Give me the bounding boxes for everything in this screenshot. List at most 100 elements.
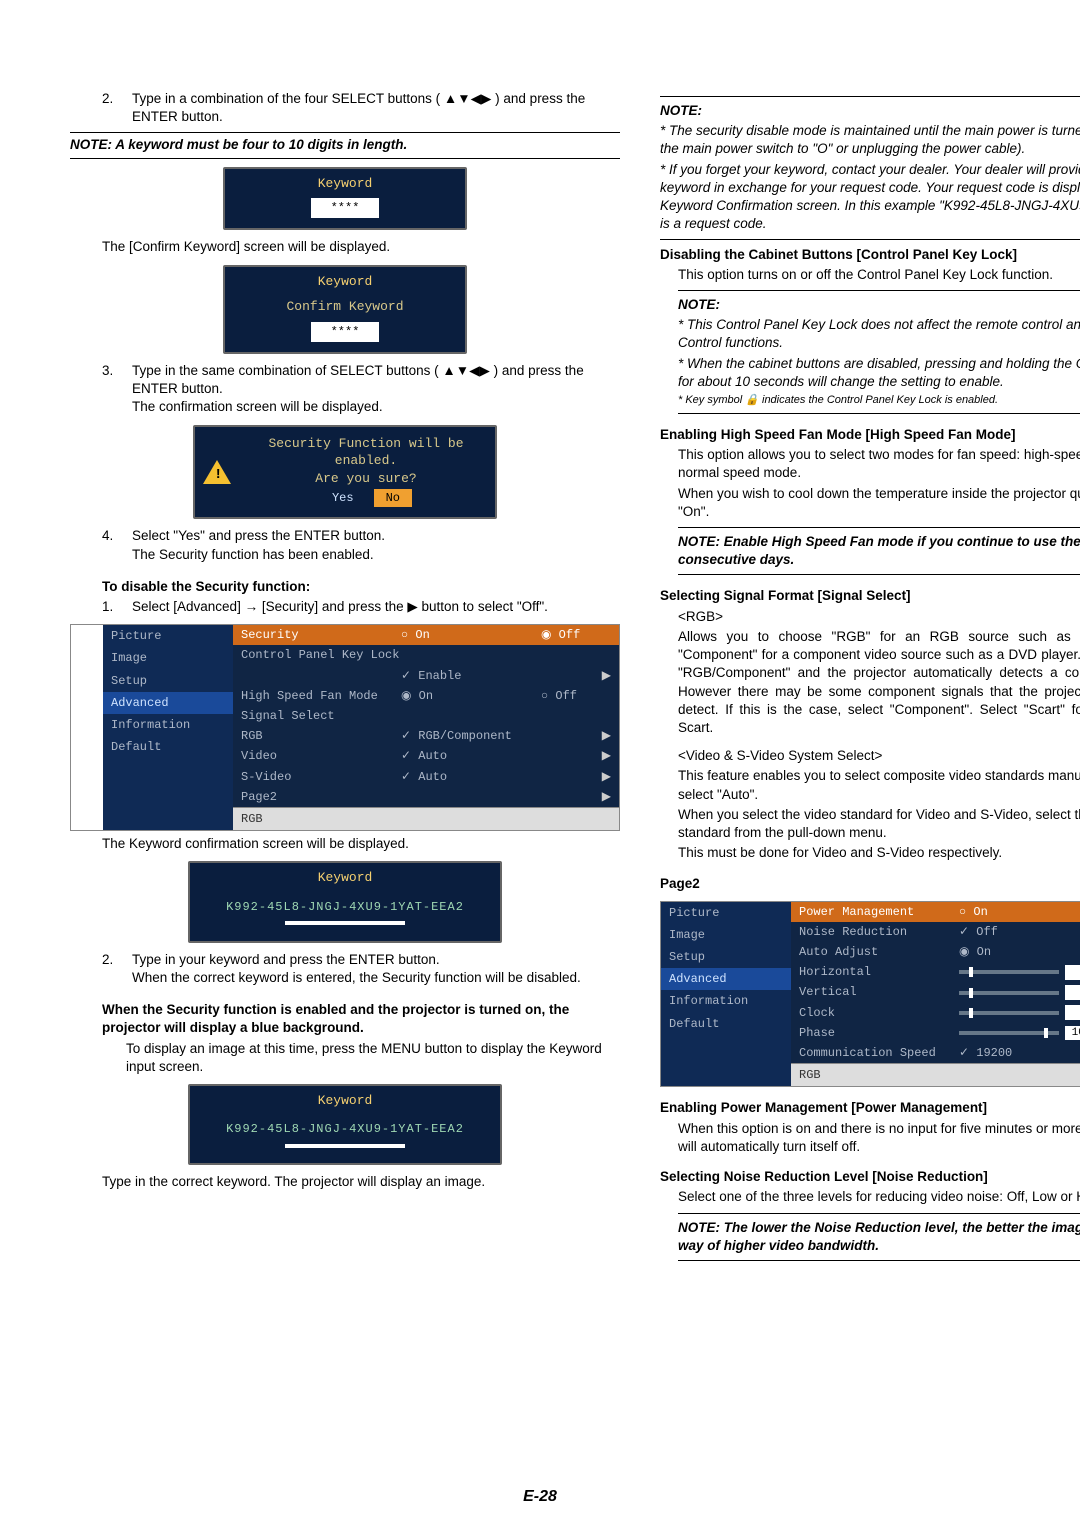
note-block-1: NOTE: * The security disable mode is mai… <box>660 96 1080 240</box>
dialog-keyword-confirm: Keyword K992-45L8-JNGJ-4XU9-1YAT-EEA2 <box>188 861 502 942</box>
step-num: 1. <box>102 598 126 616</box>
menu-value: ◉ On <box>401 688 541 704</box>
heading-blue-bg: When the Security function is enabled an… <box>70 1001 620 1037</box>
menu-value: ✓ RGB/Component <box>401 728 541 744</box>
menu-side-item[interactable]: Advanced <box>103 692 233 714</box>
menu-row[interactable]: High Speed Fan Mode◉ On○ Off <box>233 686 619 706</box>
text: The Keyword confirmation screen will be … <box>70 835 620 853</box>
note-fan: NOTE: Enable High Speed Fan mode if you … <box>678 533 1080 569</box>
menu-row-label: Communication Speed <box>799 1045 959 1061</box>
menu-row[interactable]: Page2 <box>233 787 619 807</box>
menu-row[interactable]: Security○ On◉ Off <box>233 625 619 645</box>
slider[interactable] <box>959 970 1059 974</box>
no-button[interactable]: No <box>374 489 412 507</box>
menu-side-item[interactable]: Default <box>661 1013 791 1035</box>
slider[interactable] <box>959 1031 1059 1035</box>
heading-pm: Enabling Power Management [Power Managem… <box>660 1099 1080 1117</box>
note-heading: NOTE: <box>660 102 1080 120</box>
menu-row[interactable]: Control Panel Key Lock <box>233 645 619 665</box>
slider[interactable] <box>959 991 1059 995</box>
menu-row[interactable]: ✓ Enable <box>233 666 619 686</box>
menu-side-item[interactable]: Default <box>103 736 233 758</box>
dialog-title: Keyword <box>190 1086 500 1116</box>
menu-row[interactable]: Communication Speed✓ 19200 <box>791 1043 1080 1063</box>
note-li: * When the cabinet buttons are disabled,… <box>678 355 1080 391</box>
dialog-title: Keyword <box>190 863 500 893</box>
menu-row-label: Vertical <box>799 984 959 1000</box>
menu-side-item[interactable]: Advanced <box>661 968 791 990</box>
confirm-line2: Are you sure? <box>245 470 487 488</box>
menu-row[interactable]: Auto Adjust◉ On○ Off <box>791 942 1080 962</box>
keyword-field[interactable] <box>285 1144 405 1148</box>
menu-row[interactable]: Phase1024 <box>791 1023 1080 1043</box>
slider-value: 0 <box>1065 965 1080 980</box>
heading-fan: Enabling High Speed Fan Mode [High Speed… <box>660 426 1080 444</box>
menu-value: ✓ Auto <box>401 748 541 764</box>
menu-footer: RGB <box>791 1063 1080 1086</box>
menu-side-item[interactable]: Setup <box>661 946 791 968</box>
menu-row[interactable]: RGB✓ RGB/Component <box>233 726 619 746</box>
menu-side-item[interactable]: Image <box>661 924 791 946</box>
menu-row-label: S-Video <box>241 769 401 785</box>
step-text: Type in the same combination of SELECT b… <box>132 363 584 396</box>
step-text2: When the correct keyword is entered, the… <box>132 970 581 985</box>
slider-value: 0 <box>1065 985 1080 1000</box>
menu-sidebar: PictureImageSetupAdvancedInformationDefa… <box>661 902 791 1087</box>
menu-row[interactable]: Horizontal0 <box>791 962 1080 982</box>
note-heading: NOTE: <box>678 296 1080 314</box>
text: The [Confirm Keyword] screen will be dis… <box>70 238 620 256</box>
step-num: 3. <box>102 362 126 417</box>
request-code: K992-45L8-JNGJ-4XU9-1YAT-EEA2 <box>190 1115 500 1143</box>
manual-page: 2.Type in a combination of the four SELE… <box>0 0 1080 1526</box>
heading-cpkl: Disabling the Cabinet Buttons [Control P… <box>660 246 1080 264</box>
step-text: Type in your keyword and press the ENTER… <box>132 952 440 967</box>
menu-row[interactable]: S-Video✓ Auto <box>233 767 619 787</box>
two-column-layout: 2.Type in a combination of the four SELE… <box>70 90 1010 1267</box>
menu-value: ✓ Off <box>959 924 1080 940</box>
note-li: * Key symbol 🔒 indicates the Control Pan… <box>678 393 1080 408</box>
step-num: 4. <box>102 527 126 563</box>
menu-row[interactable]: Noise Reduction✓ Off <box>791 922 1080 942</box>
text: This option allows you to select two mod… <box>660 446 1080 482</box>
menu-value: ◉ On <box>959 944 1080 960</box>
menu-row[interactable]: Power Management○ On◉ Off <box>791 902 1080 922</box>
arrow-icon <box>602 789 611 805</box>
menu-side-item[interactable]: Image <box>103 647 233 669</box>
note-text: NOTE: Enable High Speed Fan mode if you … <box>678 534 1080 567</box>
menu-side-item[interactable]: Picture <box>103 625 233 647</box>
keyword-field[interactable] <box>285 921 405 925</box>
menu-side-item[interactable]: Setup <box>103 670 233 692</box>
request-code: K992-45L8-JNGJ-4XU9-1YAT-EEA2 <box>190 893 500 921</box>
menu-main: Security○ On◉ Off Control Panel Key Lock ✓… <box>233 625 619 807</box>
heading-signal: Selecting Signal Format [Signal Select] <box>660 587 1080 605</box>
slider[interactable] <box>959 1011 1059 1015</box>
keyword-field[interactable]: **** <box>311 322 380 342</box>
confirm-line1: Security Function will be enabled. <box>245 435 487 470</box>
menu-row-label: Control Panel Key Lock <box>241 647 401 663</box>
yes-button[interactable]: Yes <box>320 489 366 507</box>
step-text2: The Security function has been enabled. <box>132 547 374 562</box>
menu-side-item[interactable]: Information <box>661 990 791 1012</box>
menu-row[interactable]: Video✓ Auto <box>233 746 619 766</box>
menu-row-label: High Speed Fan Mode <box>241 688 401 704</box>
menu-row[interactable]: Vertical 0 <box>791 982 1080 1002</box>
menu-side-item[interactable]: Picture <box>661 902 791 924</box>
menu-row[interactable]: Signal Select <box>233 706 619 726</box>
menu-row-label: Noise Reduction <box>799 924 959 940</box>
note-keyword-length: NOTE: A keyword must be four to 10 digit… <box>70 137 407 152</box>
menu-side-item[interactable]: Information <box>103 714 233 736</box>
dialog-keyword-1: Keyword **** <box>223 167 467 231</box>
menu-value: ✓ Auto <box>401 769 541 785</box>
text: Allows you to choose "RGB" for an RGB so… <box>660 628 1080 737</box>
text: To display an image at this time, press … <box>70 1040 620 1076</box>
menu-row-label: Page2 <box>241 789 401 805</box>
text: When you wish to cool down the temperatu… <box>660 485 1080 521</box>
slider-value: 0 <box>1065 1005 1080 1020</box>
menu-row-label: Phase <box>799 1025 959 1041</box>
menu-value: ○ On <box>401 627 541 643</box>
arrow-icon <box>602 748 611 764</box>
note-li: * If you forget your keyword, contact yo… <box>660 161 1080 234</box>
keyword-field[interactable]: **** <box>311 198 380 218</box>
heading-disable: To disable the Security function: <box>70 578 620 596</box>
menu-row[interactable]: Clock0 <box>791 1003 1080 1023</box>
